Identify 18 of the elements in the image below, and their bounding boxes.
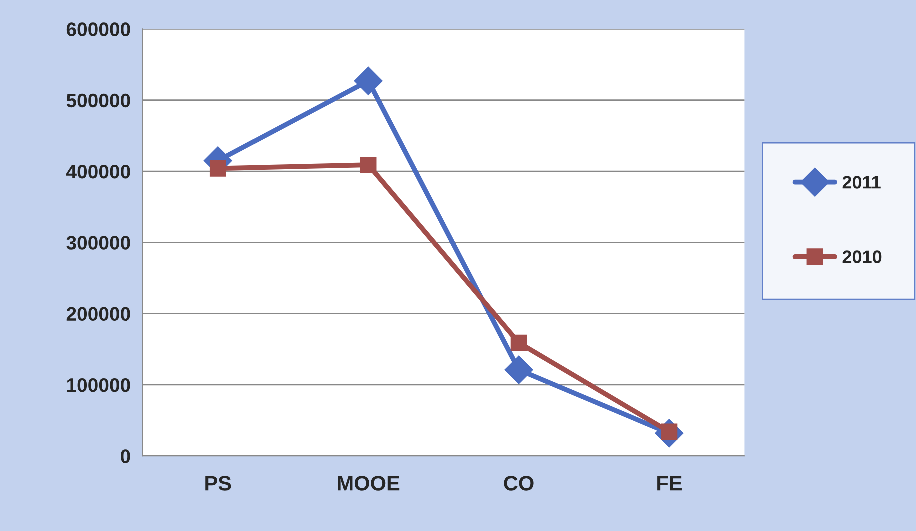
point xyxy=(360,156,377,174)
point xyxy=(354,66,383,96)
point xyxy=(504,356,534,384)
point xyxy=(510,334,528,352)
y-tick-label: 0 xyxy=(121,450,130,464)
x-tick-label: PS xyxy=(206,476,232,491)
y-tick-label: 300000 xyxy=(66,236,130,250)
legend-label: 2011 xyxy=(842,176,881,189)
point xyxy=(210,160,226,177)
x-tick-label: FE xyxy=(658,476,682,491)
legend-label: 2010 xyxy=(842,250,882,264)
x-tick-label: MOOE xyxy=(338,476,400,491)
y-tick-label: 600000 xyxy=(66,22,130,36)
y-tick-label: 200000 xyxy=(66,307,130,322)
y-tick-label: 400000 xyxy=(66,164,130,179)
x-tick-label: CO xyxy=(504,476,534,491)
y-tick-label: 500000 xyxy=(66,94,130,108)
y-tick-label: 100000 xyxy=(67,378,130,392)
